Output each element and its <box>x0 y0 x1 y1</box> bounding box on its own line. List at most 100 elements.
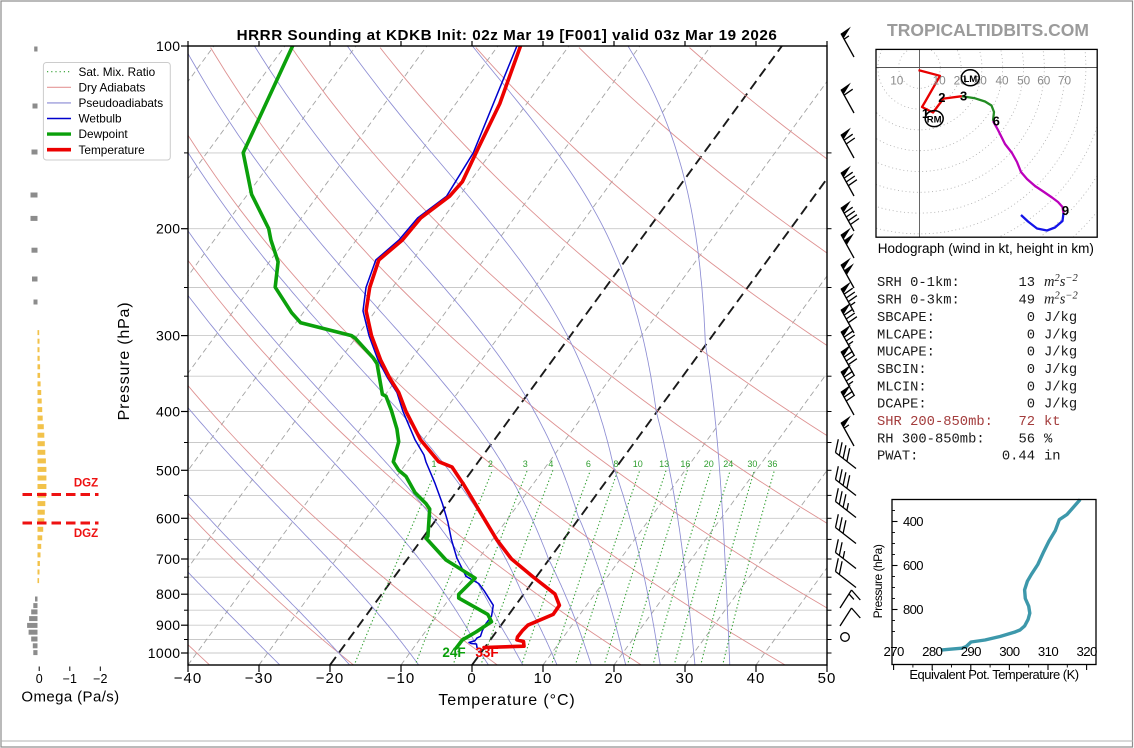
svg-text:400: 400 <box>156 404 181 420</box>
svg-text:10: 10 <box>933 74 947 88</box>
svg-text:6: 6 <box>993 113 1000 128</box>
svg-text:24F: 24F <box>442 645 465 660</box>
svg-text:0: 0 <box>1027 363 1035 378</box>
svg-text:13: 13 <box>659 459 669 469</box>
svg-text:56: 56 <box>1018 432 1035 447</box>
svg-text:MUCAPE:: MUCAPE: <box>877 346 935 361</box>
svg-text:30: 30 <box>747 459 757 469</box>
svg-text:320: 320 <box>1076 644 1096 659</box>
svg-text:SRH 0-1km:: SRH 0-1km: <box>877 275 960 291</box>
svg-text:10: 10 <box>534 670 553 687</box>
svg-text:60: 60 <box>1037 74 1051 88</box>
svg-text:SBCAPE:: SBCAPE: <box>877 311 935 326</box>
svg-text:0: 0 <box>1027 346 1035 361</box>
svg-text:−2: −2 <box>93 672 107 686</box>
svg-text:−20: −20 <box>316 670 344 687</box>
svg-text:600: 600 <box>903 558 923 573</box>
svg-text:TROPICALTIDBITS.COM: TROPICALTIDBITS.COM <box>887 20 1089 40</box>
svg-text:RM: RM <box>927 115 942 126</box>
svg-text:SHR 200-850mb:: SHR 200-850mb: <box>877 414 993 430</box>
svg-text:3: 3 <box>960 89 967 104</box>
svg-text:72: 72 <box>1018 415 1035 430</box>
svg-text:0.44: 0.44 <box>1002 450 1035 465</box>
svg-text:10: 10 <box>633 459 643 469</box>
svg-text:20: 20 <box>605 670 624 687</box>
svg-text:13: 13 <box>1018 276 1035 291</box>
svg-text:800: 800 <box>903 602 923 617</box>
svg-text:Pressure (hPa): Pressure (hPa) <box>871 544 885 618</box>
svg-text:Dry Adiabats: Dry Adiabats <box>79 80 146 94</box>
svg-text:50: 50 <box>1017 74 1031 88</box>
svg-text:J/kg: J/kg <box>1044 397 1077 413</box>
svg-text:MLCIN:: MLCIN: <box>877 380 927 395</box>
svg-text:Equivalent Pot. Temperature (K: Equivalent Pot. Temperature (K) <box>909 667 1078 682</box>
svg-text:J/kg: J/kg <box>1044 379 1077 395</box>
svg-text:0: 0 <box>1027 328 1035 343</box>
svg-text:290: 290 <box>961 644 981 659</box>
svg-text:270: 270 <box>883 644 903 659</box>
svg-text:Pseudoadiabats: Pseudoadiabats <box>79 96 164 110</box>
svg-text:Hodograph (wind in kt, height: Hodograph (wind in kt, height in km) <box>878 241 1094 256</box>
svg-text:1000: 1000 <box>148 645 181 661</box>
svg-text:100: 100 <box>156 38 181 54</box>
svg-text:HRRR Sounding at KDKB Init: 02: HRRR Sounding at KDKB Init: 02z Mar 19 [… <box>237 27 778 44</box>
svg-text:1: 1 <box>431 459 436 469</box>
svg-text:Temperature (°C): Temperature (°C) <box>438 692 575 709</box>
svg-text:DCAPE:: DCAPE: <box>877 398 927 413</box>
svg-text:900: 900 <box>156 617 181 633</box>
svg-text:Sat. Mix. Ratio: Sat. Mix. Ratio <box>79 65 156 79</box>
svg-text:%: % <box>1044 432 1053 447</box>
svg-text:50: 50 <box>818 670 837 687</box>
svg-text:0: 0 <box>467 670 476 687</box>
svg-text:LM: LM <box>963 74 977 85</box>
svg-text:in: in <box>1044 449 1061 465</box>
svg-text:200: 200 <box>156 221 181 237</box>
svg-text:J/kg: J/kg <box>1044 345 1077 361</box>
svg-text:−1: −1 <box>63 672 77 686</box>
svg-text:49: 49 <box>1018 294 1035 309</box>
svg-text:MLCAPE:: MLCAPE: <box>877 328 935 343</box>
svg-text:3: 3 <box>523 459 528 469</box>
svg-text:6: 6 <box>586 459 591 469</box>
svg-text:310: 310 <box>1038 644 1058 659</box>
svg-text:SRH 0-3km:: SRH 0-3km: <box>877 293 960 309</box>
svg-text:−30: −30 <box>245 670 273 687</box>
svg-text:36: 36 <box>767 459 777 469</box>
svg-text:4: 4 <box>548 459 553 469</box>
svg-text:RH 300-850mb:: RH 300-850mb: <box>877 431 985 447</box>
svg-text:20: 20 <box>704 459 714 469</box>
svg-text:DGZ: DGZ <box>74 528 98 540</box>
svg-text:−10: −10 <box>387 670 415 687</box>
svg-text:J/kg: J/kg <box>1044 310 1077 326</box>
svg-text:500: 500 <box>156 462 181 478</box>
svg-text:0: 0 <box>1027 311 1035 326</box>
svg-text:24: 24 <box>723 459 733 469</box>
svg-text:0: 0 <box>36 672 43 686</box>
svg-text:70: 70 <box>1058 74 1072 88</box>
svg-text:SBCIN:: SBCIN: <box>877 363 927 378</box>
svg-text:600: 600 <box>156 510 181 526</box>
svg-text:Omega (Pa/s): Omega (Pa/s) <box>21 689 119 706</box>
svg-text:16: 16 <box>680 459 690 469</box>
svg-text:Wetbulb: Wetbulb <box>79 112 123 126</box>
svg-text:2: 2 <box>938 90 945 105</box>
svg-text:kt: kt <box>1044 414 1061 430</box>
svg-text:PWAT:: PWAT: <box>877 450 918 465</box>
svg-text:0: 0 <box>1027 398 1035 413</box>
svg-text:8: 8 <box>613 459 618 469</box>
svg-text:40: 40 <box>995 74 1009 88</box>
svg-text:−40: −40 <box>174 670 202 687</box>
svg-text:1: 1 <box>922 106 929 121</box>
svg-text:300: 300 <box>156 328 181 344</box>
svg-text:Temperature: Temperature <box>79 143 146 157</box>
svg-text:700: 700 <box>156 551 181 567</box>
svg-text:10: 10 <box>890 74 904 88</box>
svg-text:300: 300 <box>999 644 1019 659</box>
svg-text:J/kg: J/kg <box>1044 362 1077 378</box>
svg-text:Dewpoint: Dewpoint <box>79 127 129 141</box>
svg-text:DGZ: DGZ <box>74 478 98 490</box>
svg-text:9: 9 <box>1062 203 1069 218</box>
svg-text:J/kg: J/kg <box>1044 327 1077 343</box>
svg-text:40: 40 <box>747 670 766 687</box>
svg-text:0: 0 <box>1027 380 1035 395</box>
